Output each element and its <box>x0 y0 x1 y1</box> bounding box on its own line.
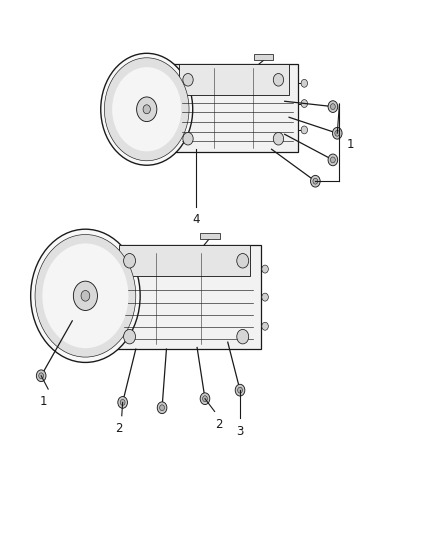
Circle shape <box>330 103 336 110</box>
Circle shape <box>31 229 140 362</box>
Circle shape <box>104 58 189 161</box>
Circle shape <box>301 126 307 134</box>
Circle shape <box>238 387 243 393</box>
Text: 1: 1 <box>347 139 354 151</box>
Circle shape <box>157 402 167 414</box>
Bar <box>200 233 220 239</box>
Circle shape <box>101 53 193 165</box>
Circle shape <box>57 261 114 330</box>
Circle shape <box>143 105 150 114</box>
Circle shape <box>135 95 158 123</box>
Circle shape <box>112 67 181 151</box>
Circle shape <box>118 397 127 408</box>
Text: 2: 2 <box>215 418 223 431</box>
Circle shape <box>35 235 136 357</box>
Circle shape <box>311 175 320 187</box>
Circle shape <box>124 329 135 344</box>
Circle shape <box>81 290 90 301</box>
Circle shape <box>301 100 307 108</box>
Circle shape <box>262 322 268 330</box>
Circle shape <box>332 127 342 139</box>
Circle shape <box>120 77 173 142</box>
Circle shape <box>49 253 121 340</box>
Circle shape <box>262 265 268 273</box>
Circle shape <box>49 253 121 340</box>
Circle shape <box>335 130 340 136</box>
Circle shape <box>183 132 193 145</box>
Circle shape <box>73 281 97 310</box>
Circle shape <box>200 393 210 405</box>
Circle shape <box>127 86 166 133</box>
Circle shape <box>64 270 106 321</box>
Circle shape <box>330 157 336 163</box>
Circle shape <box>36 370 46 382</box>
Circle shape <box>137 97 157 122</box>
Circle shape <box>57 261 114 330</box>
Circle shape <box>237 329 249 344</box>
Circle shape <box>328 154 338 166</box>
Circle shape <box>273 132 284 145</box>
Circle shape <box>120 400 125 405</box>
Circle shape <box>262 293 268 301</box>
Circle shape <box>72 279 99 312</box>
Circle shape <box>273 74 284 86</box>
Circle shape <box>202 395 208 402</box>
Text: 2: 2 <box>115 422 123 435</box>
Circle shape <box>42 244 128 348</box>
Circle shape <box>39 373 43 378</box>
Circle shape <box>159 405 164 410</box>
Circle shape <box>237 254 249 268</box>
Circle shape <box>328 101 338 112</box>
Text: 4: 4 <box>192 213 200 226</box>
Circle shape <box>120 77 173 142</box>
Bar <box>254 54 273 60</box>
FancyBboxPatch shape <box>179 64 289 95</box>
Circle shape <box>112 67 181 151</box>
Circle shape <box>64 270 106 321</box>
Circle shape <box>42 244 128 348</box>
Circle shape <box>235 384 245 396</box>
FancyBboxPatch shape <box>112 245 261 349</box>
Circle shape <box>127 86 166 133</box>
FancyBboxPatch shape <box>119 245 250 276</box>
FancyBboxPatch shape <box>169 64 298 152</box>
Circle shape <box>313 178 318 184</box>
Circle shape <box>183 74 193 86</box>
Text: 3: 3 <box>237 425 244 438</box>
Text: 1: 1 <box>40 395 48 408</box>
Circle shape <box>301 79 307 87</box>
Circle shape <box>124 254 135 268</box>
